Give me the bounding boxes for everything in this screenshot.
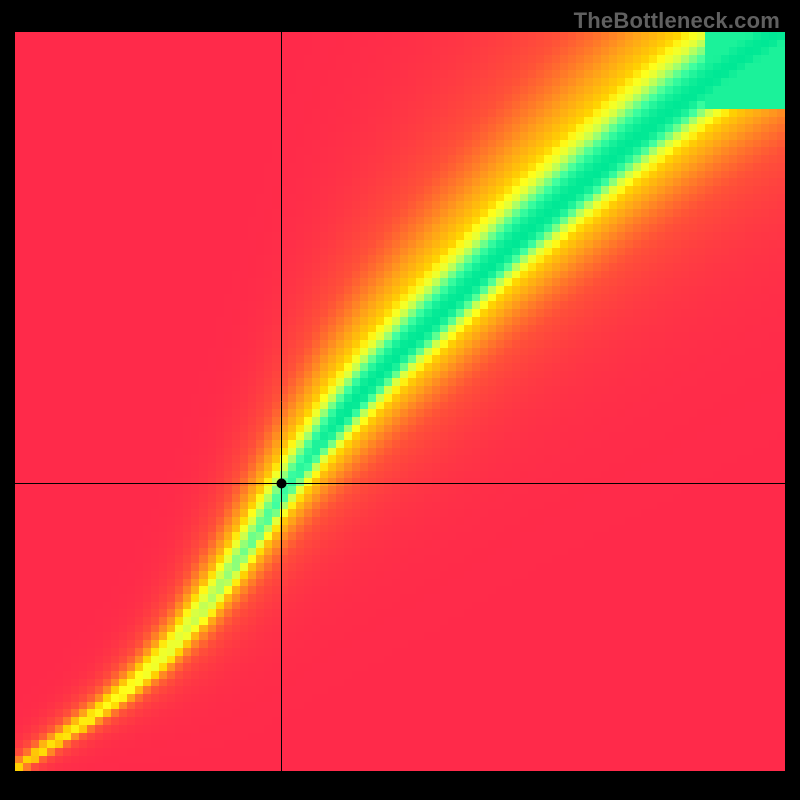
watermark-text: TheBottleneck.com (574, 8, 780, 34)
chart-container: { "watermark_text": "TheBottleneck.com",… (0, 0, 800, 800)
bottleneck-heatmap (15, 32, 785, 771)
